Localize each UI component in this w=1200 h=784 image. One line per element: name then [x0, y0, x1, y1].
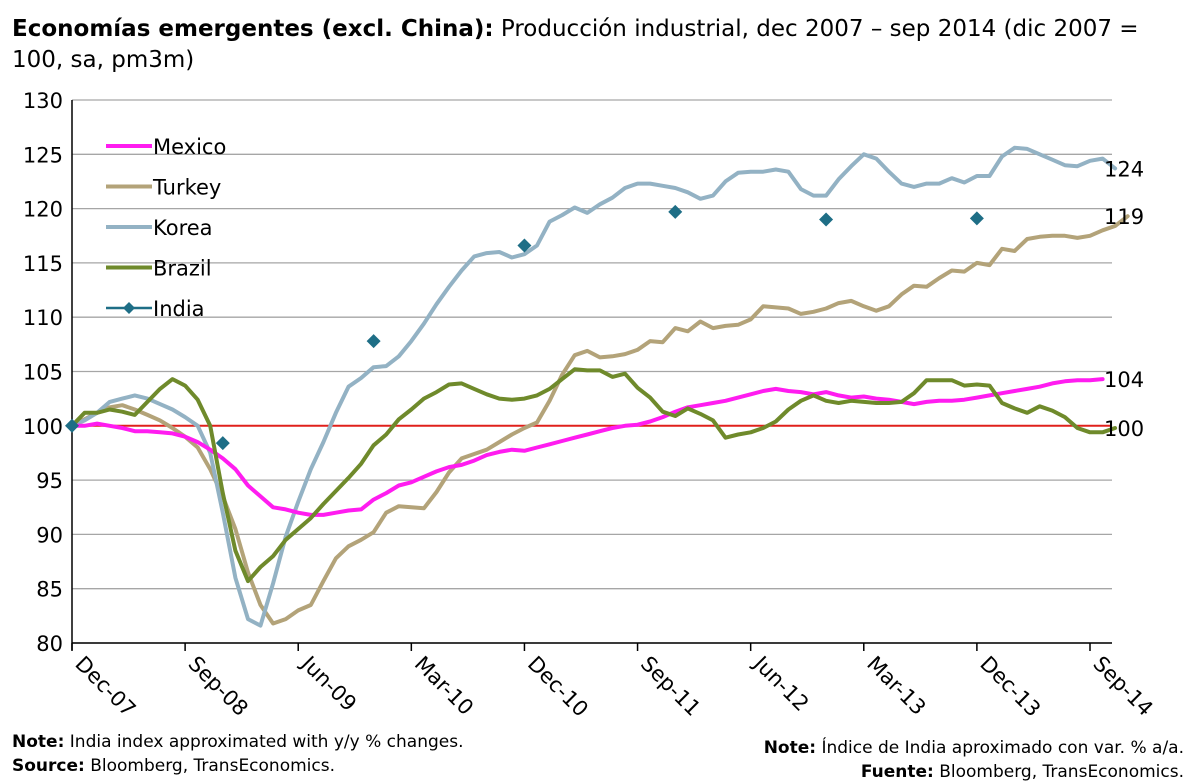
- notes-left: Note: India index approximated with y/y …: [12, 730, 464, 778]
- chart-title-rest: Producción industrial, dec 2007 – sep 20…: [12, 16, 1139, 73]
- chart-title-bold: Economías emergentes (excl. China):: [12, 16, 494, 42]
- india-point: [668, 204, 683, 219]
- x-tick-label: Sep-08: [184, 652, 253, 721]
- source-text-es: Bloomberg, TransEconomics.: [933, 762, 1184, 782]
- y-tick-label: 125: [23, 143, 63, 167]
- y-tick-label: 115: [23, 252, 63, 276]
- end-label-mexico: 104: [1104, 368, 1144, 392]
- end-label-korea: 124: [1104, 157, 1144, 181]
- legend-label-brazil: Brazil: [153, 257, 212, 281]
- y-tick-label: 85: [36, 578, 63, 602]
- india-point: [215, 436, 230, 451]
- x-tick-label: Dec-07: [70, 652, 140, 722]
- x-tick-label: Sep-11: [636, 652, 705, 721]
- source-label-en: Source:: [12, 756, 85, 776]
- source-label-es: Fuente:: [860, 762, 934, 782]
- x-tick-label: Mar-10: [410, 652, 478, 720]
- legend-label-india: India: [153, 297, 205, 321]
- india-point: [65, 418, 79, 433]
- x-tick-label: Jun-12: [748, 650, 814, 716]
- note-text-en: India index approximated with y/y % chan…: [64, 732, 464, 752]
- x-tick-label: Dec-13: [975, 652, 1045, 722]
- india-point: [517, 238, 532, 253]
- y-tick-label: 80: [36, 632, 63, 656]
- series-line-brazil: [70, 367, 1118, 584]
- y-tick-label: 90: [36, 523, 63, 547]
- legend-label-mexico: Mexico: [153, 135, 226, 159]
- x-tick-label: Jun-09: [295, 650, 361, 716]
- note-label-es: Note:: [763, 738, 817, 758]
- series-line-turkey: [70, 214, 1130, 626]
- y-tick-label: 120: [23, 198, 63, 222]
- y-tick-label: 100: [23, 415, 63, 439]
- source-text-en: Bloomberg, TransEconomics.: [84, 756, 335, 776]
- legend-label-turkey: Turkey: [152, 176, 221, 200]
- chart-title: Economías emergentes (excl. China): Prod…: [12, 14, 1182, 76]
- notes-right: Note: Índice de India aproximado con var…: [764, 736, 1184, 784]
- y-tick-label: 105: [23, 361, 63, 385]
- x-tick-label: Mar-13: [862, 652, 930, 720]
- india-point: [366, 334, 381, 349]
- y-tick-label: 110: [23, 306, 63, 330]
- india-point: [969, 211, 984, 226]
- note-label-en: Note:: [12, 732, 65, 752]
- y-tick-label: 130: [23, 89, 63, 113]
- note-text-es: Índice de India aproximado con var. % a/…: [816, 738, 1184, 758]
- y-tick-label: 95: [36, 469, 63, 493]
- legend-label-korea: Korea: [153, 216, 213, 240]
- x-tick-label: Sep-14: [1088, 652, 1157, 721]
- series-line-korea: [70, 145, 1118, 628]
- india-point: [819, 212, 834, 227]
- series-line-mexico: [70, 377, 1105, 517]
- end-label-turkey: 119: [1104, 205, 1144, 229]
- x-tick-label: Dec-10: [523, 652, 593, 722]
- end-label-brazil: 100: [1104, 417, 1144, 441]
- legend-marker-india: [123, 302, 135, 314]
